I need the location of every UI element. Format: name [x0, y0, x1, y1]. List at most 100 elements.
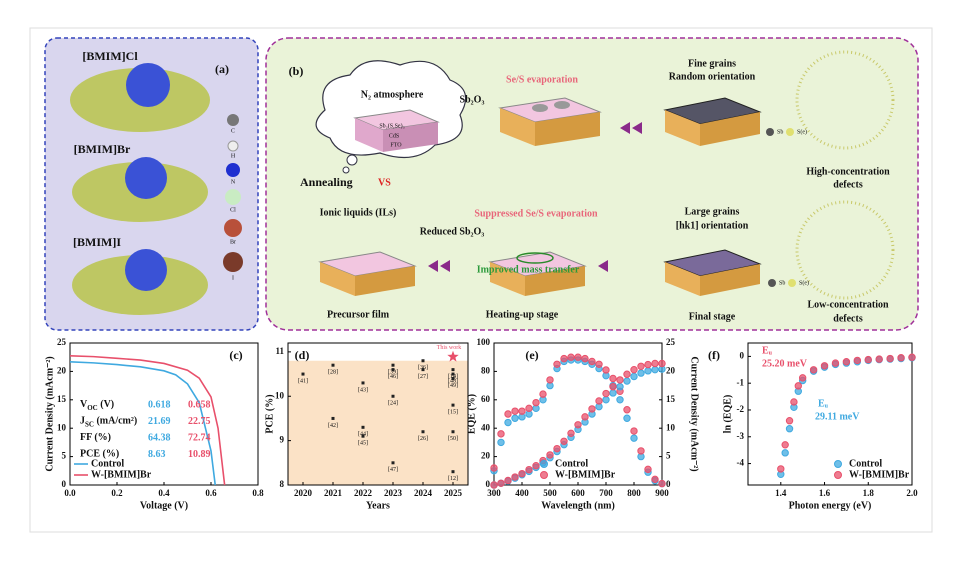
table-subscript: SC — [85, 420, 94, 428]
table-row-label: VOC (V) — [80, 399, 114, 411]
annotation: 29.11 meV — [815, 411, 860, 422]
data-point — [897, 354, 905, 362]
x-tick-label: 0.4 — [158, 488, 170, 498]
data-point — [602, 389, 610, 398]
data-point — [361, 381, 365, 385]
point-label: [26] — [418, 436, 428, 442]
data-point — [532, 461, 540, 470]
data-point — [623, 414, 631, 422]
data-point — [504, 410, 512, 418]
point-label: [49] — [448, 383, 458, 389]
panel-label: (b) — [289, 64, 304, 78]
point-label: [12] — [448, 476, 458, 482]
data-point — [451, 377, 455, 380]
data-point — [630, 365, 638, 374]
table-value: 0.618 — [148, 399, 171, 410]
data-point — [581, 413, 589, 421]
defect-label: defects — [833, 313, 863, 324]
species-label: S(e) — [797, 128, 807, 135]
point-label: [15] — [448, 410, 458, 416]
table-value: 10.89 — [188, 449, 211, 460]
data-point — [785, 425, 794, 433]
y-tick-label: 15 — [666, 394, 676, 404]
x-tick-label: 2021 — [324, 488, 343, 498]
data-point — [518, 407, 526, 415]
data-point — [451, 368, 455, 372]
evaporation-label: Se/S evaporation — [506, 74, 578, 85]
y-axis-label: ln (EQE) — [722, 395, 733, 434]
grain-label: Random orientation — [669, 71, 756, 82]
y-tick-label: 15 — [57, 394, 67, 404]
highlight-point — [447, 350, 459, 362]
data-point — [637, 447, 645, 455]
atom-label: Br — [230, 239, 236, 245]
atom-label: H — [231, 153, 236, 159]
defect-label: defects — [833, 179, 863, 190]
point-label: [27] — [418, 374, 428, 380]
x-tick-label: 1.6 — [819, 488, 831, 498]
data-point — [616, 376, 624, 384]
data-point — [567, 353, 575, 361]
data-point — [504, 418, 512, 427]
legend-swatch — [834, 471, 842, 479]
data-point — [630, 427, 638, 435]
table-unit: (V) — [98, 399, 114, 410]
y-tick-label: 10 — [666, 422, 676, 432]
data-point — [651, 475, 659, 484]
data-point — [785, 416, 794, 425]
table-unit: (mA/cm²) — [94, 416, 137, 427]
x-tick-label: 0.0 — [64, 488, 76, 498]
y2-axis-label: Current Density (mAcm⁻²) — [689, 356, 700, 471]
x-tick-label: 900 — [655, 488, 669, 498]
data-point — [511, 473, 519, 481]
data-point — [511, 407, 519, 415]
legend-label: W-[BMIM]Br — [91, 469, 152, 480]
data-point — [518, 469, 526, 478]
y-tick-label: -3 — [737, 431, 745, 441]
y-tick-label: 100 — [477, 337, 491, 347]
data-point — [651, 365, 659, 374]
suppressed-label: Suppressed Se/S evaporation — [474, 208, 598, 219]
point-label: [50] — [448, 436, 458, 442]
x-tick-label: 1.8 — [863, 488, 875, 498]
panel-label: (a) — [215, 62, 229, 76]
highlight-band — [288, 360, 468, 485]
data-point — [497, 479, 505, 487]
point-label: [45] — [358, 441, 368, 447]
data-point — [331, 416, 335, 420]
x-tick-label: 1.4 — [775, 488, 787, 498]
data-point — [553, 444, 561, 453]
data-point — [391, 363, 395, 367]
schematic — [315, 50, 895, 300]
data-point — [781, 441, 789, 449]
molecule-label: [BMIM]I — [73, 235, 121, 249]
y-tick-label: 11 — [275, 346, 284, 356]
data-point — [644, 465, 652, 474]
data-point — [525, 404, 533, 413]
x-tick-label: 0.8 — [252, 488, 264, 498]
panel-label: (d) — [295, 348, 310, 362]
data-point — [504, 476, 512, 485]
x-tick-label: 500 — [543, 488, 557, 498]
data-point — [421, 368, 425, 372]
legend-swatch — [834, 460, 842, 468]
y-axis-label: EQE (%) — [466, 394, 477, 434]
reduced-label: Reduced Sb₂O₃ — [420, 226, 485, 237]
data-point — [553, 360, 561, 368]
data-point — [451, 372, 455, 376]
point-label: [39] — [388, 370, 398, 376]
series-line — [69, 361, 217, 486]
panel-label: (f) — [708, 348, 720, 362]
y-tick-label: 5 — [62, 451, 67, 461]
data-point — [630, 434, 638, 442]
data-point — [842, 358, 851, 366]
stage-label: Final stage — [689, 311, 736, 322]
point-label: [43] — [358, 387, 368, 393]
data-point — [658, 359, 666, 368]
data-point — [908, 353, 916, 361]
x-tick-label: 300 — [487, 488, 501, 498]
y-tick-label: 20 — [57, 365, 67, 375]
table-symbol: FF (%) — [80, 432, 111, 443]
x-tick-label: 2022 — [354, 488, 373, 498]
